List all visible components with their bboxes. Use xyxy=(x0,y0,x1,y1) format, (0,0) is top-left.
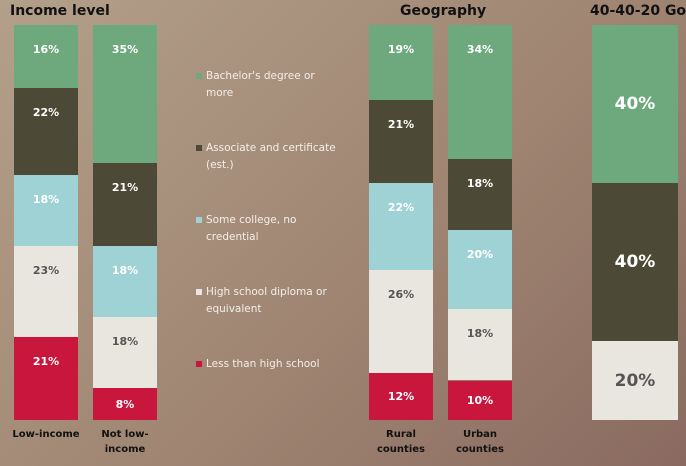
data-label: 20% xyxy=(466,248,494,262)
bar-segment: 8% xyxy=(93,388,157,420)
bar-segment: 22% xyxy=(14,88,78,176)
x-tick-label: Not low-income xyxy=(101,429,149,455)
data-label: 18% xyxy=(466,327,494,341)
bar-segment: 35% xyxy=(93,25,157,164)
group-title: Income level xyxy=(10,3,110,19)
data-label: 18% xyxy=(32,193,60,207)
bar-segment: 40% xyxy=(592,25,678,183)
bar-segment: 12% xyxy=(369,372,433,420)
group-title: Geography xyxy=(400,3,487,19)
legend-label: Less than high school xyxy=(206,358,320,370)
bar-segment: 20% xyxy=(592,341,678,420)
data-label: 40% xyxy=(614,252,656,272)
bar-segment: 18% xyxy=(93,317,157,389)
data-label: 22% xyxy=(387,201,415,214)
bar-segment: 26% xyxy=(369,269,433,373)
bar-segment: 10% xyxy=(448,380,512,420)
legend-label: Some college, no credential xyxy=(206,214,297,243)
legend-label: Associate and certificate (est.) xyxy=(206,142,336,171)
legend-swatch xyxy=(196,145,202,151)
bar-segment: 18% xyxy=(93,246,157,318)
data-label: 21% xyxy=(387,118,415,132)
data-label: 26% xyxy=(387,287,415,301)
data-label: 22% xyxy=(32,106,60,120)
data-label: 23% xyxy=(32,264,60,278)
bar-segment: 19% xyxy=(369,25,433,101)
legend-swatch xyxy=(196,217,202,223)
bar-segment: 40% xyxy=(592,183,678,341)
data-label: 18% xyxy=(111,335,139,349)
bar-segment: 23% xyxy=(14,246,78,338)
bar-segment: 18% xyxy=(448,309,512,381)
x-tick-label: Rural counties xyxy=(377,429,425,455)
data-label: 12% xyxy=(387,389,415,403)
bar-segment: 34% xyxy=(448,25,512,160)
bar-segment: 21% xyxy=(14,337,78,420)
data-label: 40% xyxy=(614,94,656,114)
data-label: 18% xyxy=(111,264,139,278)
bar-segment: 22% xyxy=(369,183,433,270)
data-label: 10% xyxy=(466,393,494,407)
legend-swatch xyxy=(196,361,202,367)
legend-swatch xyxy=(196,289,202,295)
bar-segment: 18% xyxy=(448,159,512,231)
legend-label: Bachelor's degree or more xyxy=(206,70,315,99)
data-label: 19% xyxy=(387,43,415,56)
bar-segment: 20% xyxy=(448,230,512,310)
data-label: 21% xyxy=(32,355,60,369)
bar-segment: 21% xyxy=(369,100,433,183)
group-title: 40-40-20 Goal xyxy=(590,3,686,19)
legend-label: High school diploma or equivalent xyxy=(206,286,327,315)
x-tick-label: Urban counties xyxy=(456,429,504,455)
legend-swatch xyxy=(196,73,202,79)
bar-segment: 21% xyxy=(93,163,157,247)
data-label: 16% xyxy=(32,43,60,56)
data-label: 20% xyxy=(614,370,656,391)
data-label: 21% xyxy=(111,181,139,195)
bar-segment: 18% xyxy=(14,175,78,247)
data-label: 18% xyxy=(466,177,494,191)
bar-segment: 16% xyxy=(14,25,78,89)
data-label: 35% xyxy=(111,43,139,56)
data-label: 8% xyxy=(115,397,135,411)
data-label: 34% xyxy=(466,43,494,56)
x-tick-label: Low-income xyxy=(12,429,80,440)
